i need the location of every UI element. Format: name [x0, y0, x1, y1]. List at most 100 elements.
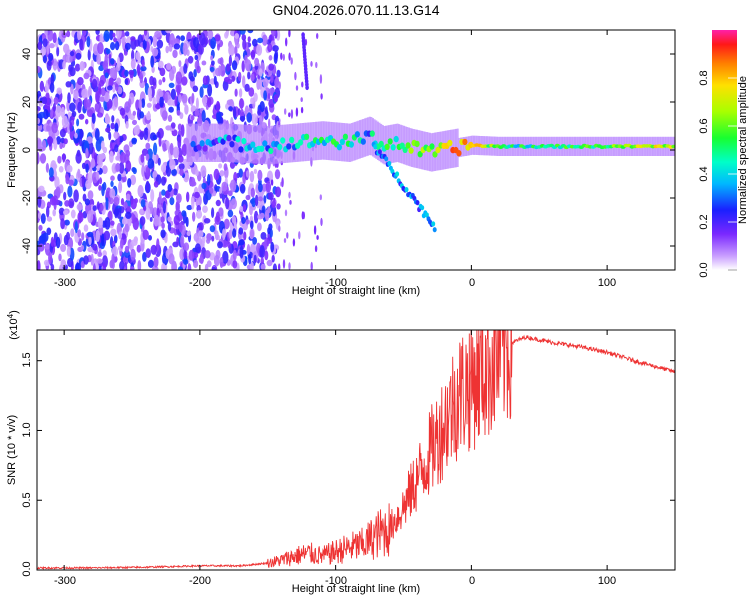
spectrogram-noise-cell [235, 185, 239, 193]
spectrogram-noise-cell [191, 92, 195, 104]
spectrogram-noise-cell [226, 63, 231, 72]
spectrogram-noise-cell [87, 210, 94, 224]
spectrogram-noise-cell [283, 238, 287, 243]
spectrogram-noise-cell [140, 153, 145, 163]
spectrogram-noise-cell [193, 232, 200, 242]
spectrogram-noise-cell [211, 207, 215, 218]
spectrogram-noise-cell [184, 104, 189, 115]
spectrogram-noise-cell [133, 125, 140, 136]
spectrogram-noise-cell [103, 30, 110, 42]
spectrogram-noise-cell [249, 261, 254, 270]
spectrogram-noise-cell [130, 36, 136, 42]
spectrogram-noise-cell [229, 179, 237, 193]
spectrogram-noise-cell [124, 42, 131, 51]
spectrogram-noise-cell [150, 55, 155, 68]
spectrogram-noise-cell [174, 95, 178, 107]
spectrogram-noise-cell [76, 118, 80, 127]
spectrogram-noise-cell [195, 200, 200, 207]
spectrogram-noise-cell [146, 102, 152, 108]
spectrogram-ridge-cell [241, 137, 247, 145]
spectrogram-noise-cell [263, 195, 267, 204]
spectrogram-noise-cell [46, 216, 53, 222]
snr-y-multiplier-base: (x10 [8, 318, 20, 339]
spectrogram-noise-cell [265, 181, 272, 193]
spectrogram-ridge-cell [250, 141, 256, 148]
spectrogram-noise-cell [246, 112, 252, 123]
spectrogram-noise-cell [112, 84, 116, 93]
spectrogram-noise-cell [290, 109, 294, 119]
spectrogram-ridge-cell [417, 151, 423, 158]
spectrogram-noise-cell [242, 38, 247, 50]
spectrogram-noise-cell [201, 110, 206, 123]
spectrogram-noise-cell [154, 30, 161, 38]
spectrogram-noise-cell [37, 117, 41, 125]
spectrogram-noise-cell [123, 50, 128, 56]
spectrogram-noise-cell [194, 191, 200, 199]
spectrogram-halo [236, 124, 239, 163]
spectrogram-noise-cell [75, 52, 82, 60]
spectrogram-noise-cell [140, 199, 146, 208]
spectrogram-noise-cell [139, 216, 146, 226]
spectrogram-noise-cell [152, 134, 158, 141]
spectrogram-noise-cell [37, 123, 43, 132]
spectrogram-noise-cell [199, 32, 206, 46]
spectrogram-noise-cell [159, 67, 166, 77]
spectrogram-noise-cell [42, 96, 47, 105]
spectrogram-noise-cell [169, 33, 175, 47]
spectrogram-noise-cell [109, 150, 114, 163]
spectrogram-noise-cell [177, 266, 183, 270]
spectrogram-noise-cell [219, 170, 225, 177]
spectrogram-noise-cell [81, 162, 86, 170]
spectrogram-noise-cell [260, 232, 267, 240]
spectrogram-noise-cell [247, 71, 251, 80]
spectrogram-noise-cell [207, 83, 213, 97]
spectrogram-halo [448, 130, 451, 169]
spectrogram-streak [305, 85, 309, 91]
spectrogram-noise-cell [103, 230, 111, 241]
spectrogram-noise-cell [203, 218, 211, 224]
spectrogram-noise-cell [107, 85, 113, 91]
spectrogram-noise-cell [223, 163, 228, 171]
spectrogram-noise-cell [86, 231, 94, 238]
spectrogram-noise-cell [82, 30, 87, 37]
spectrogram-noise-cell [231, 60, 238, 71]
spec-y-tick-label: 20 [21, 96, 33, 108]
spectrogram-noise-cell [181, 210, 187, 217]
spectrogram-noise-cell [244, 59, 252, 72]
spectrogram-noise-cell [111, 253, 115, 265]
spectrogram-noise-cell [178, 223, 183, 233]
spectrogram-noise-cell [139, 208, 144, 215]
spectrogram-noise-cell [288, 191, 291, 199]
snr-x-tick-label: -300 [54, 575, 76, 587]
spectrogram-noise-cell [46, 205, 50, 218]
spectrogram-noise-cell [117, 56, 120, 68]
spectrogram-ridge-cell [342, 133, 348, 140]
spectrogram-halo [261, 125, 264, 164]
spectrogram-noise-cell [131, 239, 138, 247]
spectrogram-halo [303, 122, 306, 162]
spectrogram-noise-cell [58, 253, 62, 262]
colorbar-tick-label: 0.4 [698, 166, 710, 181]
spectrogram-noise-cell [238, 71, 242, 82]
snr-y-axis-label: SNR (10 * v/v) [6, 415, 18, 485]
spectrogram-noise-cell [128, 69, 135, 76]
spectrogram-ridge-cell [202, 145, 208, 152]
spectrogram-noise-cell [84, 198, 90, 206]
spectrogram-halo [419, 130, 422, 169]
spectrogram-noise-cell [147, 259, 155, 268]
spectrogram-halo [238, 124, 241, 163]
spectrogram-noise-cell [156, 131, 161, 138]
spectrogram-noise-cell [161, 110, 168, 122]
spectrogram-noise-cell [79, 61, 85, 71]
spectrogram-noise-cell [131, 138, 137, 145]
spectrogram-noise-cell [73, 90, 79, 100]
snr-frame [36, 329, 676, 571]
spectrogram-noise-cell [69, 55, 73, 63]
spectrogram-noise-cell [259, 245, 266, 259]
spectrogram-noise-cell [251, 113, 258, 126]
spectrogram-noise-cell [103, 92, 110, 103]
spectrogram-ridge-cell [289, 136, 295, 144]
spectrogram-noise-cell [85, 163, 89, 173]
spectrogram-noise-cell [207, 97, 212, 108]
spectrogram-noise-cell [153, 181, 159, 188]
